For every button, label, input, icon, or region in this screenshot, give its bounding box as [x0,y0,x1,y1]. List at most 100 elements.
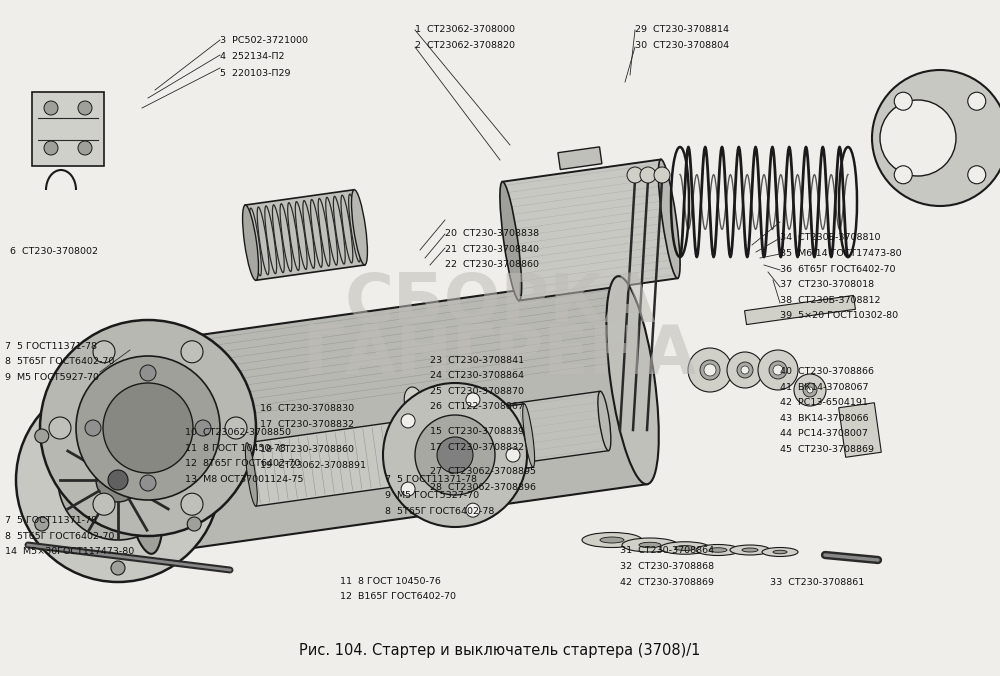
Bar [245,190,365,281]
Circle shape [872,70,1000,206]
Text: 1  СТ23062-3708000: 1 СТ23062-3708000 [415,24,515,34]
Circle shape [111,385,125,399]
Text: 16  СТ230-3708830: 16 СТ230-3708830 [260,404,354,414]
Text: 42  РС13-6504191: 42 РС13-6504191 [780,398,868,408]
Circle shape [640,167,656,183]
Circle shape [108,470,128,490]
Bar [123,276,647,554]
Text: 10  СТ23062-3708850: 10 СТ23062-3708850 [185,428,291,437]
FancyArrow shape [501,409,510,468]
Text: 32  СТ230-3708868: 32 СТ230-3708868 [620,562,714,571]
Text: 7  5 ГОСТ11371-78: 7 5 ГОСТ11371-78 [385,475,477,485]
FancyArrow shape [363,429,371,488]
Ellipse shape [598,391,611,451]
FancyArrow shape [507,171,660,193]
FancyArrow shape [427,419,436,479]
FancyArrow shape [132,310,618,379]
FancyArrow shape [519,406,528,466]
FancyArrow shape [418,420,427,480]
Bar [247,404,533,506]
Circle shape [700,360,720,380]
FancyArrow shape [517,245,670,267]
Ellipse shape [658,160,680,279]
Text: 28  СТ23062-3708896: 28 СТ23062-3708896 [430,483,536,492]
Ellipse shape [660,541,710,554]
FancyArrow shape [399,423,408,483]
Ellipse shape [245,443,257,506]
Circle shape [187,429,201,443]
Circle shape [401,482,415,496]
FancyArrow shape [518,252,671,274]
FancyArrow shape [513,216,666,237]
Text: 29  СТ230-3708814: 29 СТ230-3708814 [635,24,729,34]
Text: 36  6Т65Г ГОСТ6402-70: 36 6Т65Г ГОСТ6402-70 [780,264,896,274]
FancyArrow shape [335,433,344,492]
Circle shape [85,420,101,436]
Ellipse shape [773,550,787,554]
FancyArrow shape [128,282,614,350]
Text: 24  СТ230-3708864: 24 СТ230-3708864 [430,371,524,381]
Ellipse shape [582,533,642,548]
Text: 33  СТ230-3708861: 33 СТ230-3708861 [770,577,864,587]
Text: 17  СТ230-3708832: 17 СТ230-3708832 [430,443,524,452]
Ellipse shape [730,545,770,555]
FancyArrow shape [510,193,663,215]
Text: 22  СТ230-3708860: 22 СТ230-3708860 [445,260,539,270]
Text: 31  СТ230-3708864: 31 СТ230-3708864 [620,546,714,556]
Circle shape [894,166,912,184]
Ellipse shape [404,387,422,415]
Circle shape [758,350,798,390]
Text: 11  8 ГОСТ 10450-78: 11 8 ГОСТ 10450-78 [185,443,286,453]
Circle shape [181,493,203,515]
Ellipse shape [243,205,258,281]
FancyArrow shape [131,304,617,372]
Circle shape [111,561,125,575]
Text: 21  СТ230-3708840: 21 СТ230-3708840 [445,245,539,254]
Text: 25  СТ230-3708870: 25 СТ230-3708870 [430,387,524,396]
FancyArrow shape [326,434,334,493]
Text: 19  СТ23062-3708891: 19 СТ23062-3708891 [260,460,366,470]
Circle shape [35,429,49,443]
Ellipse shape [639,542,661,548]
Text: 41  ВК14-3708067: 41 ВК14-3708067 [780,383,868,392]
Text: Рис. 104. Стартер и выключатель стартера (3708)/1: Рис. 104. Стартер и выключатель стартера… [299,643,701,658]
Circle shape [704,364,716,376]
Text: 11  8 ГОСТ 10450-76: 11 8 ГОСТ 10450-76 [340,577,441,586]
FancyArrow shape [510,408,519,467]
Circle shape [16,378,220,582]
FancyArrow shape [137,339,622,408]
Text: 8  5Т65Г ГОСТ6402-78: 8 5Т65Г ГОСТ6402-78 [385,506,494,516]
Text: 23  СТ230-3708841: 23 СТ230-3708841 [430,356,524,365]
Ellipse shape [762,548,798,556]
FancyArrow shape [519,260,672,282]
FancyArrow shape [508,178,661,200]
Text: 45  СТ230-3708869: 45 СТ230-3708869 [780,445,874,454]
FancyArrow shape [130,296,616,365]
Circle shape [968,92,986,110]
FancyArrow shape [280,440,288,500]
Ellipse shape [352,190,367,265]
Text: 12  8Т65Г ГОСТ6402-70: 12 8Т65Г ГОСТ6402-70 [185,459,300,468]
Bar [502,160,678,301]
Text: 9  М5 ГОСТ5927-70: 9 М5 ГОСТ5927-70 [5,372,99,382]
Bar [745,295,855,324]
Circle shape [93,493,115,515]
Ellipse shape [675,546,695,550]
Circle shape [880,100,956,176]
FancyArrow shape [261,443,270,502]
FancyArrow shape [509,186,662,208]
Circle shape [773,365,783,375]
FancyArrow shape [298,437,307,497]
Text: 17  СТ230-3708832: 17 СТ230-3708832 [260,420,354,429]
FancyArrow shape [270,441,279,501]
Circle shape [383,383,527,527]
FancyArrow shape [133,318,619,386]
FancyArrow shape [511,201,664,222]
Circle shape [44,101,58,115]
FancyArrow shape [381,426,390,485]
Circle shape [769,361,787,379]
FancyArrow shape [476,410,601,427]
Bar [839,403,881,457]
Ellipse shape [111,345,164,554]
Text: 7  5 ГОСТ11371-78: 7 5 ГОСТ11371-78 [5,341,97,351]
